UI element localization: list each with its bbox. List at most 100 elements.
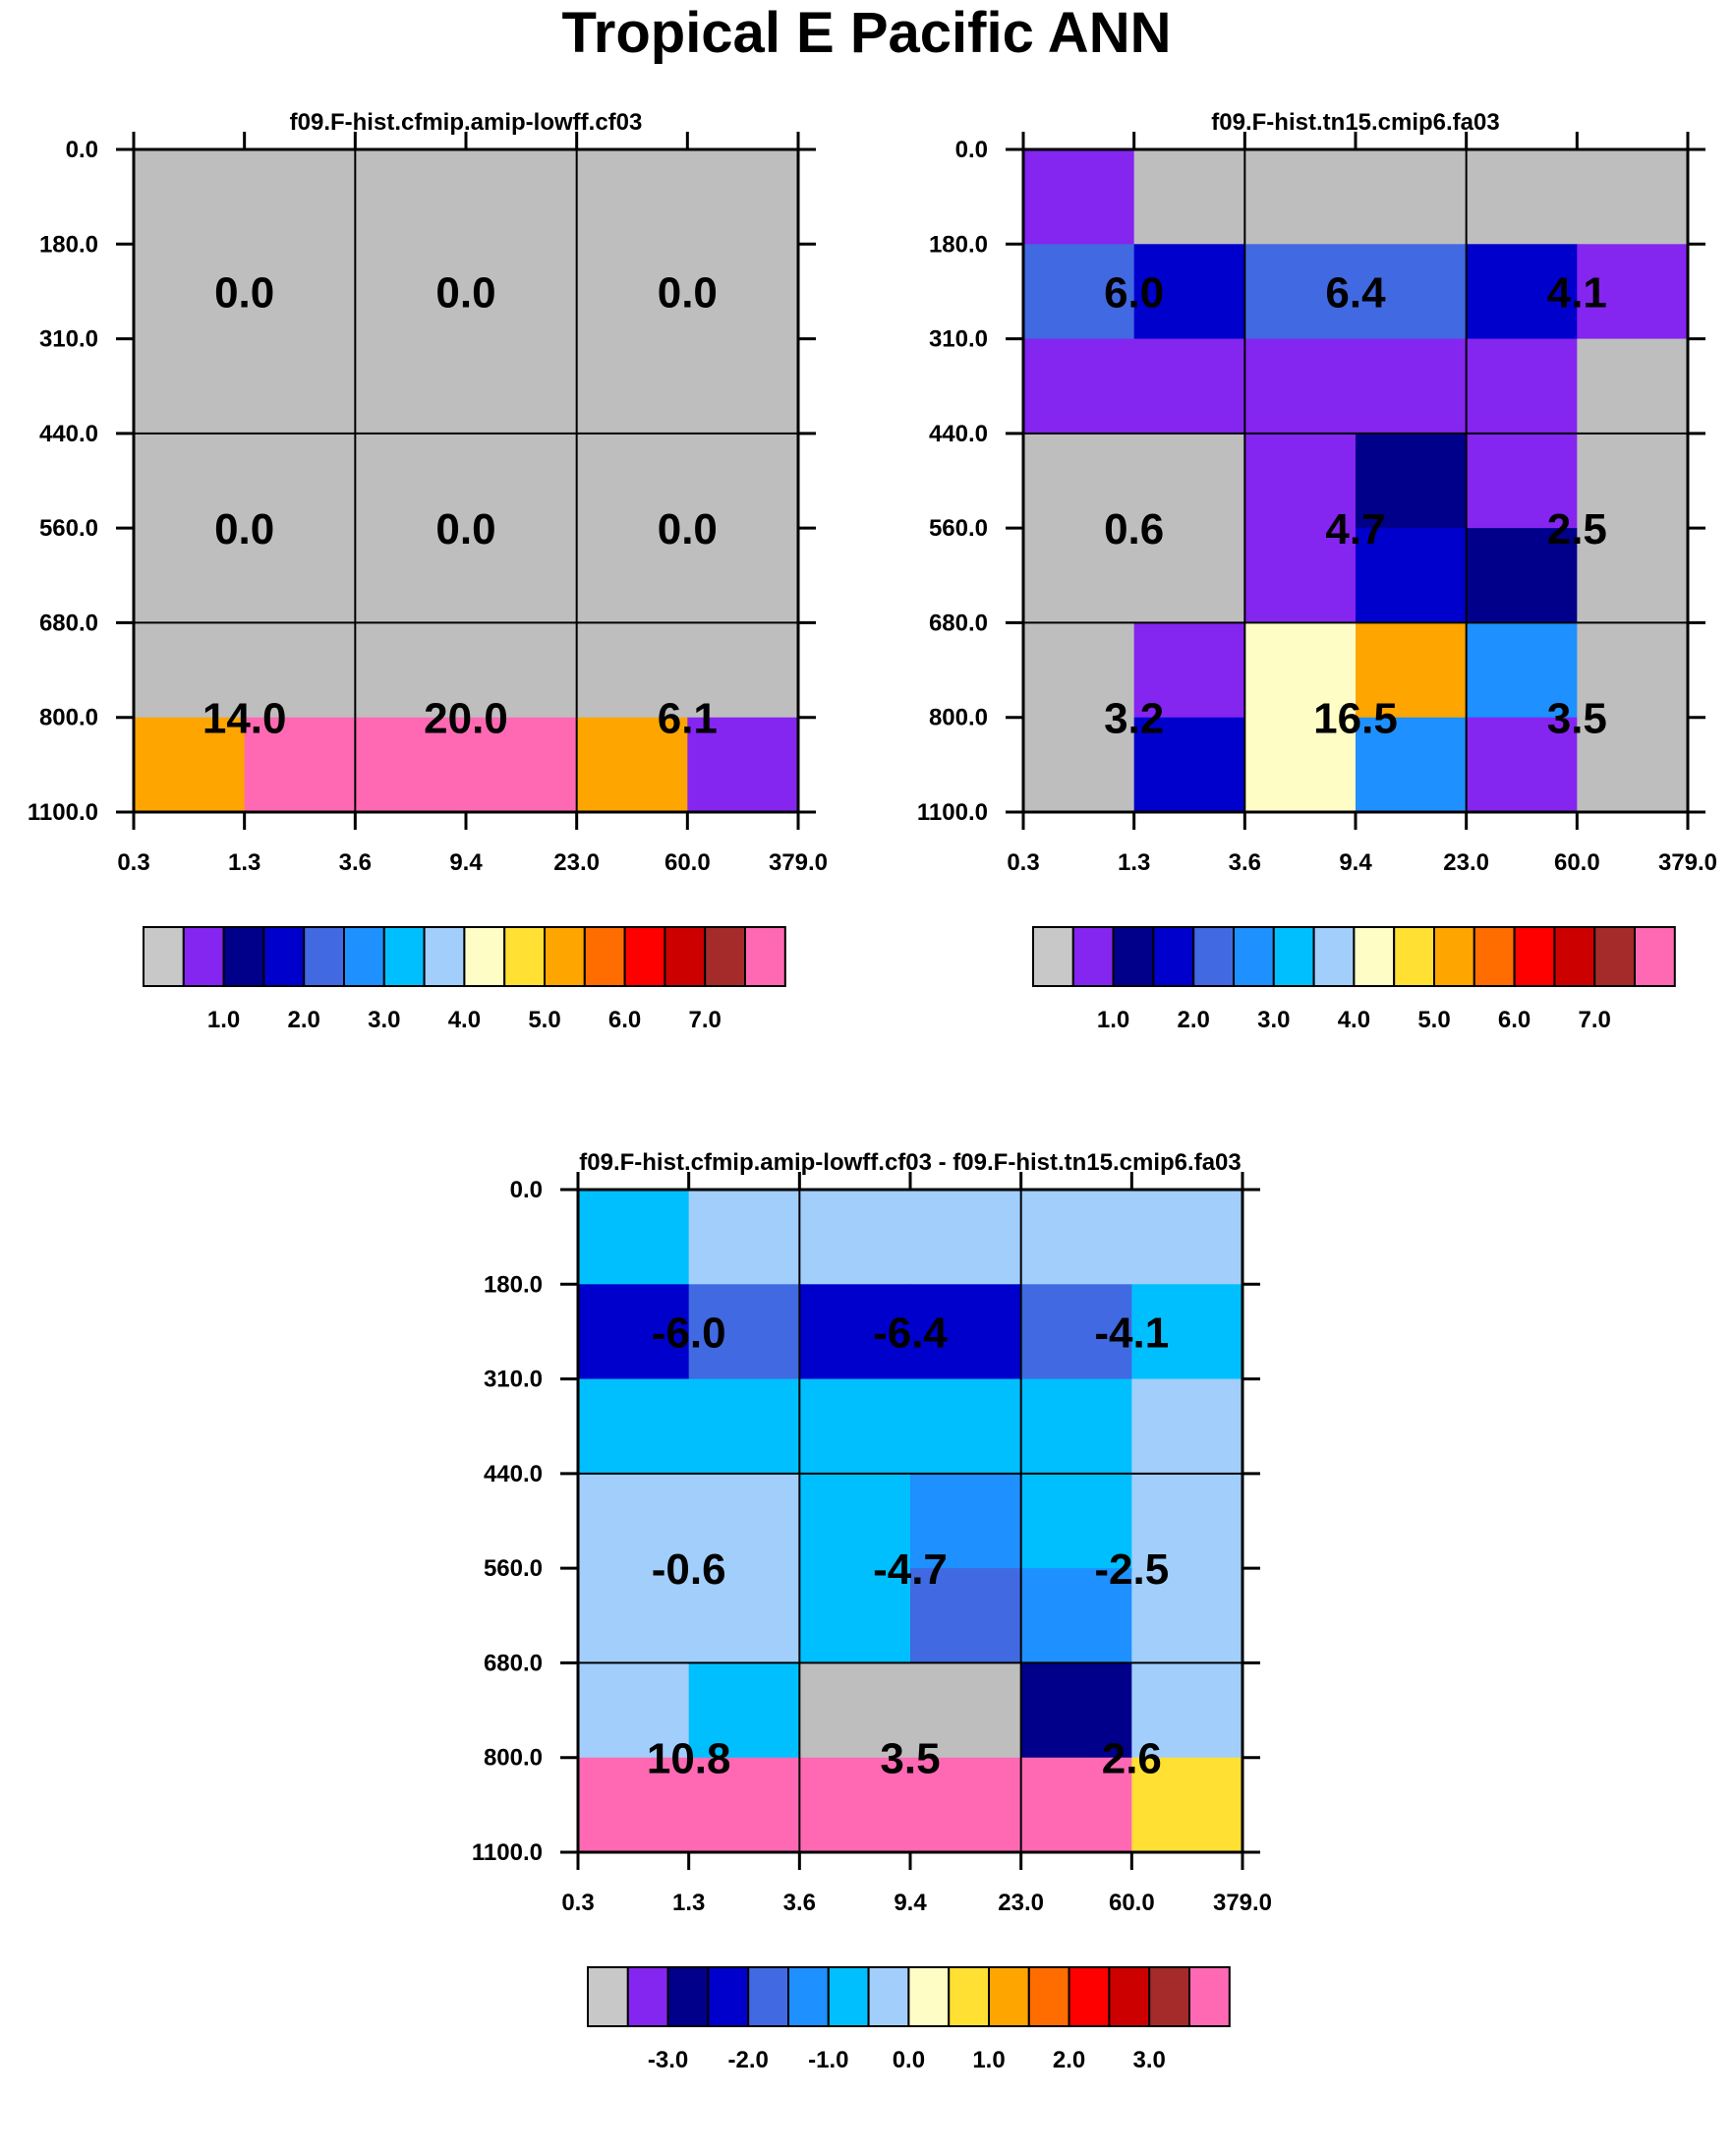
heatmap-cell — [1356, 149, 1468, 245]
heatmap-cell — [1023, 149, 1135, 245]
heatmap-cell — [1020, 1662, 1132, 1759]
heatmap-cell — [687, 338, 799, 435]
heatmap-cell — [576, 622, 688, 719]
heatmap-cell — [578, 1568, 690, 1664]
colorbar-label: 5.0 — [528, 1007, 560, 1033]
heatmap-cell — [1577, 433, 1689, 529]
y-tick-label: 440.0 — [39, 421, 98, 447]
y-tick-label: 680.0 — [39, 610, 98, 636]
y-tick-label: 800.0 — [39, 705, 98, 731]
heatmap-cell — [134, 622, 246, 719]
colorbar-swatch — [222, 926, 265, 987]
box-value-label: 0.0 — [658, 268, 718, 317]
heatmap-cell — [466, 622, 578, 719]
heatmap-cell — [1244, 433, 1357, 529]
heatmap-cell — [355, 622, 467, 719]
heatmap-cell — [687, 149, 799, 245]
x-tick-label: 0.3 — [561, 1890, 594, 1916]
colorbar-swatch — [1593, 926, 1637, 987]
y-tick-label: 800.0 — [929, 705, 988, 731]
colorbar-swatch — [1071, 926, 1115, 987]
heatmap-cell — [799, 1568, 911, 1664]
y-tick-label: 310.0 — [39, 326, 98, 353]
heatmap-cell — [1466, 528, 1578, 624]
colorbar-label: 4.0 — [448, 1007, 481, 1033]
colorbar-label: -2.0 — [728, 2047, 769, 2073]
heatmap-cell — [1466, 622, 1578, 719]
colorbar-label: 2.0 — [1178, 1007, 1210, 1033]
heatmap-cell — [687, 244, 799, 340]
heatmap-cell — [1133, 149, 1245, 245]
y-tick-label: 1100.0 — [472, 1839, 543, 1866]
colorbar-swatch — [1188, 1966, 1231, 2027]
heatmap-cell — [799, 1190, 911, 1285]
x-tick-label: 9.4 — [1339, 849, 1372, 876]
heatmap-cell — [1356, 338, 1468, 435]
heatmap-cell — [466, 433, 578, 529]
y-tick-label: 310.0 — [484, 1367, 543, 1393]
colorbar-swatch — [948, 1966, 991, 2027]
y-tick-label: 440.0 — [929, 421, 988, 447]
heatmap-cell — [910, 1757, 1022, 1853]
colorbar-swatch — [1152, 926, 1195, 987]
x-tick-label: 3.6 — [783, 1890, 816, 1916]
x-tick-label: 1.3 — [228, 849, 260, 876]
colorbar-swatch — [303, 926, 346, 987]
y-tick-label: 560.0 — [39, 515, 98, 542]
box-value-label: 6.0 — [1104, 268, 1164, 317]
heatmap-cell — [1020, 1284, 1132, 1380]
box-value-label: 6.4 — [1325, 268, 1386, 317]
colorbar-swatch — [587, 1966, 629, 2027]
x-tick-label: 379.0 — [1658, 849, 1717, 876]
y-tick-label: 0.0 — [955, 137, 988, 163]
colorbar-swatch — [182, 926, 225, 987]
heatmap-cell — [1356, 244, 1468, 340]
colorbar-swatch — [1272, 926, 1315, 987]
heatmap-cell — [799, 1662, 911, 1759]
x-tick-label: 9.4 — [449, 849, 483, 876]
y-tick-label: 440.0 — [484, 1461, 543, 1487]
box-value-label: 3.2 — [1104, 695, 1164, 743]
heatmap-cell — [1131, 1190, 1243, 1285]
box-value-label: 4.7 — [1325, 505, 1385, 554]
box-value-label: 2.6 — [1102, 1735, 1162, 1783]
heatmap-cell — [1466, 433, 1578, 529]
heatmap-cell — [1356, 622, 1468, 719]
heatmap-cell — [578, 1378, 690, 1475]
colorbar-swatch — [1433, 926, 1475, 987]
x-tick-label: 23.0 — [1443, 849, 1489, 876]
colorbar-swatch — [867, 1966, 910, 2027]
heatmap-cell — [687, 528, 799, 624]
heatmap-cell — [1131, 1568, 1243, 1664]
heatmap-cell — [799, 1378, 911, 1475]
y-tick-label: 560.0 — [484, 1555, 543, 1582]
box-value-label: -6.0 — [652, 1309, 726, 1357]
colorbar-label: 3.0 — [1133, 2047, 1166, 2073]
colorbar-swatch — [1634, 926, 1676, 987]
heatmap-cell — [576, 528, 688, 624]
colorbar-swatch — [1353, 926, 1396, 987]
box-value-label: 4.1 — [1547, 268, 1607, 317]
heatmap-cell — [466, 338, 578, 435]
heatmap-cell — [1356, 717, 1468, 813]
colorbar-swatch — [1553, 926, 1596, 987]
colorbar-label: 1.0 — [1097, 1007, 1129, 1033]
heatmap-cell — [134, 244, 246, 340]
heatmap-cell — [1577, 528, 1689, 624]
heatmap-cell — [1131, 1284, 1243, 1380]
colorbar-swatch — [827, 1966, 870, 2027]
plot-title: f09.F-hist.cfmip.amip-lowff.cf03 - f09.F… — [579, 1149, 1241, 1176]
y-tick-label: 800.0 — [484, 1745, 543, 1772]
y-tick-label: 0.0 — [66, 137, 98, 163]
colorbar-label: -3.0 — [648, 2047, 688, 2073]
y-tick-label: 180.0 — [929, 231, 988, 258]
y-tick-label: 180.0 — [39, 231, 98, 258]
heatmap-cell — [688, 1662, 800, 1759]
colorbar-swatch — [343, 926, 385, 987]
x-tick-label: 0.3 — [117, 849, 149, 876]
heatmap-cell — [1577, 622, 1689, 719]
heatmap-cell — [466, 717, 578, 813]
heatmap-cell — [134, 433, 246, 529]
colorbar-swatch — [1192, 926, 1236, 987]
heatmap-cell — [1020, 1473, 1132, 1569]
